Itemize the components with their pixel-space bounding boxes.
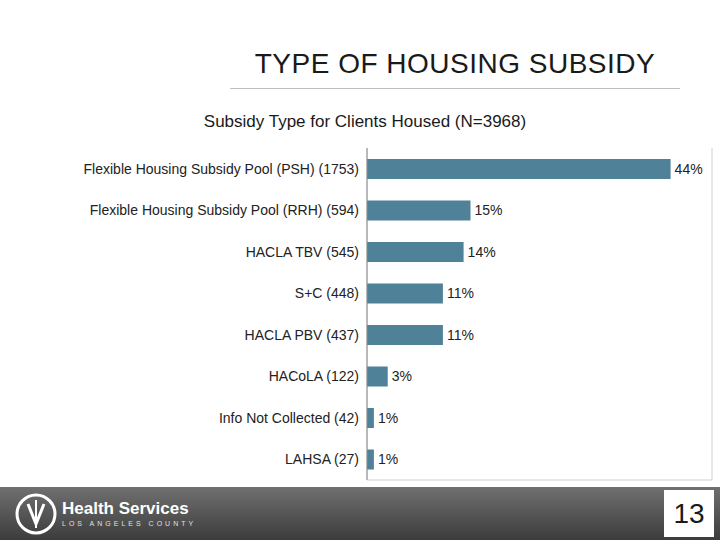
- svg-text:3%: 3%: [392, 368, 412, 384]
- svg-text:44%: 44%: [675, 161, 703, 177]
- html-text:Health Services: Health Services: [62, 499, 189, 518]
- svg-text:Info Not Collected (42): Info Not Collected (42): [219, 410, 359, 426]
- svg-text:Flexible Housing Subsidy Pool: Flexible Housing Subsidy Pool (PSH) (175…: [84, 161, 359, 177]
- html-text:LOS ANGELES COUNTY: LOS ANGELES COUNTY: [62, 520, 197, 527]
- svg-text:HACoLA (122): HACoLA (122): [269, 368, 359, 384]
- svg-text:LAHSA (27): LAHSA (27): [285, 451, 359, 467]
- svg-text:HACLA PBV (437): HACLA PBV (437): [245, 327, 359, 343]
- svg-text:1%: 1%: [378, 451, 398, 467]
- html-text:13: 13: [673, 498, 705, 529]
- svg-text:11%: 11%: [447, 327, 474, 343]
- html-text:TYPE OF HOUSING SUBSIDY: TYPE OF HOUSING SUBSIDY: [254, 48, 656, 79]
- svg-text:14%: 14%: [468, 244, 496, 260]
- svg-text:Flexible Housing Subsidy Pool: Flexible Housing Subsidy Pool (RRH) (594…: [90, 202, 359, 218]
- svg-text:15%: 15%: [475, 202, 503, 218]
- html-text:Subsidy Type for Clients House: Subsidy Type for Clients Housed (N=3968): [203, 112, 527, 131]
- svg-text:11%: 11%: [447, 285, 474, 301]
- svg-text:1%: 1%: [378, 410, 398, 426]
- svg-text:S+C (448): S+C (448): [295, 285, 359, 301]
- svg-text:HACLA TBV (545): HACLA TBV (545): [246, 244, 359, 260]
